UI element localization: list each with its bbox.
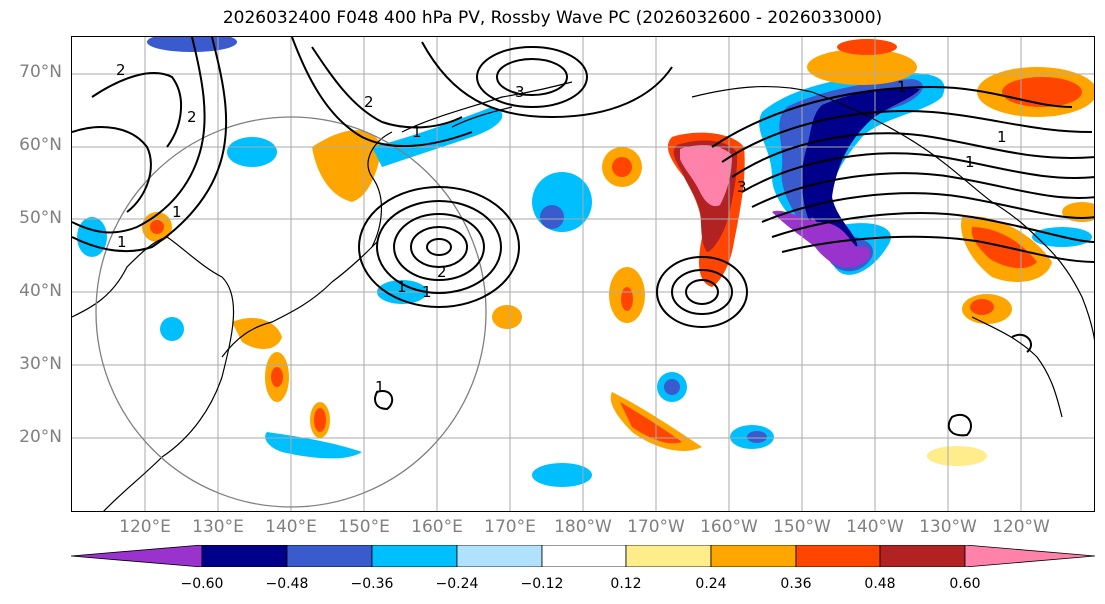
lon-label: 120°W [992,517,1050,537]
lon-label: 120°E [119,517,171,537]
lat-label: 70°N [19,62,62,82]
colorbar-tick-label: −0.48 [265,576,309,592]
contour-label: 1 [117,233,127,251]
colorbar-segment-6 [625,545,712,567]
lon-label: 140°W [846,517,904,537]
map-canvas: 2 2 1 1 2 3 1 2 1 1 3 1 1 1 1 [72,37,1094,511]
negative-anomaly-region [664,379,680,395]
positive-anomaly-region [1002,77,1082,107]
negative-anomaly-region [532,463,592,487]
colorbar-segment-3 [371,545,458,567]
lon-label: 150°W [773,517,831,537]
negative-anomaly-region [160,317,184,341]
colorbar-tick-label: −0.24 [435,576,479,592]
lon-label: 180°W [554,517,612,537]
positive-anomaly-region [680,145,732,207]
contour-label: 1 [997,128,1007,146]
negative-anomaly-region [265,432,362,459]
colorbar-tick-label: −0.12 [520,576,564,592]
colorbar-segment-10 [964,545,1095,567]
positive-anomaly-region [620,402,682,444]
contour-label: 3 [515,83,525,101]
contour-label: 3 [737,178,747,196]
colorbar-segment-2 [286,545,373,567]
colorbar-segment-7 [710,545,797,567]
lon-label: 150°E [338,517,390,537]
colorbar-tick-label: −0.36 [350,576,394,592]
colorbar-tick-label: 0.12 [610,576,642,592]
pv-contours [72,37,1094,437]
positive-anomaly-region [837,39,897,55]
contour-label: 2 [364,93,374,111]
lon-label: 170°W [627,517,685,537]
map-panel[interactable]: 2 2 1 1 2 3 1 2 1 1 3 1 1 1 1 [71,36,1095,512]
colorbar-segment-0 [71,545,203,567]
positive-anomaly-region [621,287,633,311]
contour-label: 1 [412,123,422,141]
positive-anomaly-region [970,299,994,315]
graticule [72,37,1094,511]
contour-label: 2 [116,61,126,79]
positive-anomaly-region [314,408,326,432]
negative-anomaly-region [801,87,920,260]
contour-label: 1 [897,78,907,96]
colorbar-tick-label: 0.48 [864,576,896,592]
negative-anomaly-region [927,446,987,466]
lon-label: 160°E [411,517,463,537]
pv-anomaly-shading [77,37,1094,487]
colorbar-segment-5 [541,545,627,567]
colorbar-tick-label: 0.36 [780,576,812,592]
lon-label: 160°W [700,517,758,537]
colorbar-segment-9 [879,545,966,567]
negative-anomaly-region [77,217,107,257]
negative-anomaly-region [227,137,277,167]
colorbar-tick-label: 0.24 [695,576,727,592]
lon-label: 140°E [265,517,317,537]
contour-label: 1 [965,153,975,171]
lat-label: 60°N [19,135,62,155]
colorbar-tick-label: 0.60 [949,576,981,592]
colorbar-segment-4 [456,545,543,567]
contour-label: 1 [422,283,432,301]
negative-anomaly-region [540,205,564,229]
colorbar-segment-1 [201,545,288,567]
contour-label: 1 [172,203,182,221]
contour-label: 2 [187,108,197,126]
positive-anomaly-region [492,305,522,329]
lat-label: 50°N [19,208,62,228]
positive-anomaly-region [807,49,917,85]
contour-label-group: 2 2 1 1 2 3 1 2 1 1 3 1 1 1 1 [116,61,1007,396]
lon-label: 130°E [192,517,244,537]
lon-label: 130°W [919,517,977,537]
positive-anomaly-region [612,157,632,177]
lat-label: 40°N [19,281,62,301]
coastlines [72,81,1094,511]
range-ring [95,116,487,508]
lat-label: 30°N [19,354,62,374]
contour-label: 1 [397,278,407,296]
lon-label: 170°E [484,517,536,537]
contour-label: 1 [375,378,385,396]
colorbar-tick-label: −0.60 [180,576,224,592]
contour-label: 2 [437,263,447,281]
positive-anomaly-region [150,220,164,234]
colorbar [71,545,1095,567]
lat-label: 20°N [19,427,62,447]
colorbar-segments [71,545,1095,567]
negative-anomaly-region [747,431,767,443]
positive-anomaly-region [271,367,283,387]
colorbar-segment-8 [795,545,881,567]
positive-anomaly-region [232,317,282,349]
chart-title: 2026032400 F048 400 hPa PV, Rossby Wave … [222,8,883,28]
